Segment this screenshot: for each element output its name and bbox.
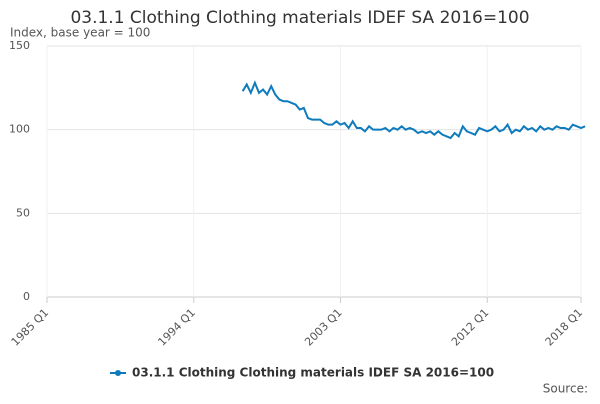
- x-tick-label: 2012 Q1: [449, 306, 492, 349]
- y-tick-label: 0: [23, 290, 30, 303]
- legend-label: 03.1.1 Clothing Clothing materials IDEF …: [132, 366, 494, 380]
- y-tick-label: 50: [16, 206, 30, 219]
- x-tick-label: 1985 Q1: [9, 306, 52, 349]
- data-line: [241, 80, 586, 140]
- source: Source:: [543, 382, 588, 396]
- y-axis-label: Index, base year = 100: [10, 26, 150, 40]
- chart-title: 03.1.1 Clothing Clothing materials IDEF …: [70, 8, 529, 28]
- x-tick-label: 2003 Q1: [302, 306, 345, 349]
- y-tick-label: 150: [9, 39, 30, 52]
- y-tick-label: 100: [9, 123, 30, 136]
- x-tick-label: 1994 Q1: [155, 306, 198, 349]
- legend-marker: [115, 370, 121, 376]
- x-tick-label: 2018 Q1: [543, 306, 586, 349]
